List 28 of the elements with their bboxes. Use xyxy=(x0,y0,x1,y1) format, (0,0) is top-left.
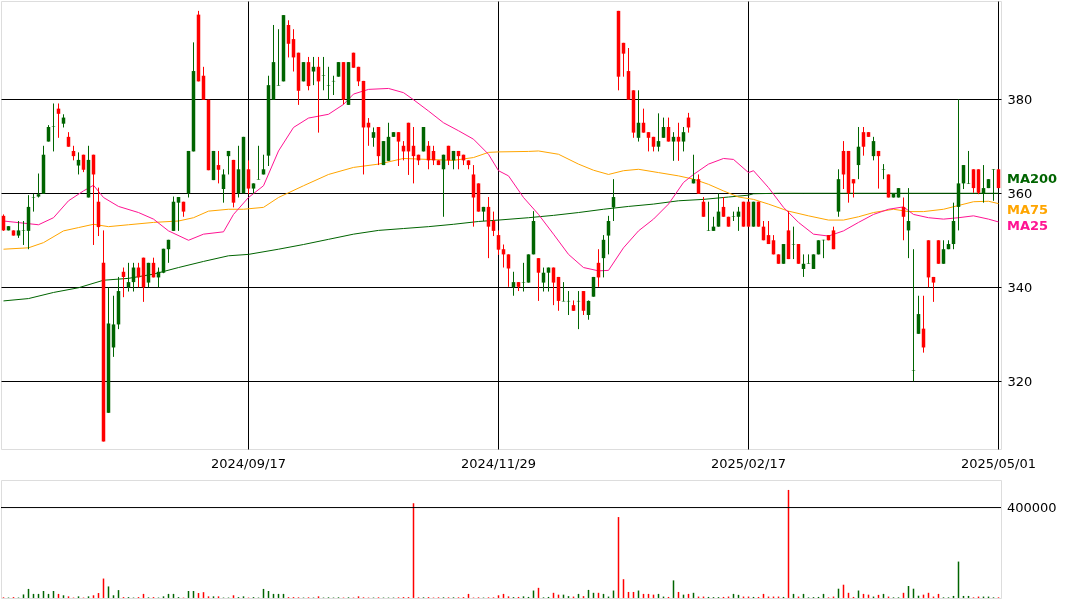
candlestick xyxy=(211,150,216,181)
candlestick xyxy=(21,220,26,246)
y-tick-label: 360 xyxy=(1007,185,1033,201)
x-tick-label: 2024/11/29 xyxy=(461,455,536,471)
x-tick-label: 2025/05/01 xyxy=(961,455,1036,471)
series-label: MA200 xyxy=(1007,171,1058,187)
text: 400000 xyxy=(1007,499,1057,515)
candlestick xyxy=(521,262,526,293)
x-tick-label: 2025/02/17 xyxy=(711,455,786,471)
candlestick xyxy=(706,201,711,232)
y-tick-label: 380 xyxy=(1007,91,1033,107)
y-tick-label: 340 xyxy=(1007,279,1033,295)
series-label: MA25 xyxy=(1007,217,1049,233)
candlestick xyxy=(791,226,796,260)
candlestick xyxy=(731,211,736,222)
candlestick xyxy=(881,163,886,180)
series-label: MA75 xyxy=(1007,201,1049,217)
x-tick-label: 2024/09/17 xyxy=(211,455,286,471)
candlestick xyxy=(256,145,261,181)
candlestick xyxy=(276,28,281,87)
y-tick-label: 320 xyxy=(1007,373,1033,389)
candlestick xyxy=(206,99,211,171)
candlestick xyxy=(806,253,811,265)
candlestick xyxy=(321,56,326,91)
candlestick xyxy=(241,136,246,194)
candlestick xyxy=(326,66,331,101)
candlestick xyxy=(966,150,971,185)
candlestick xyxy=(911,248,916,382)
